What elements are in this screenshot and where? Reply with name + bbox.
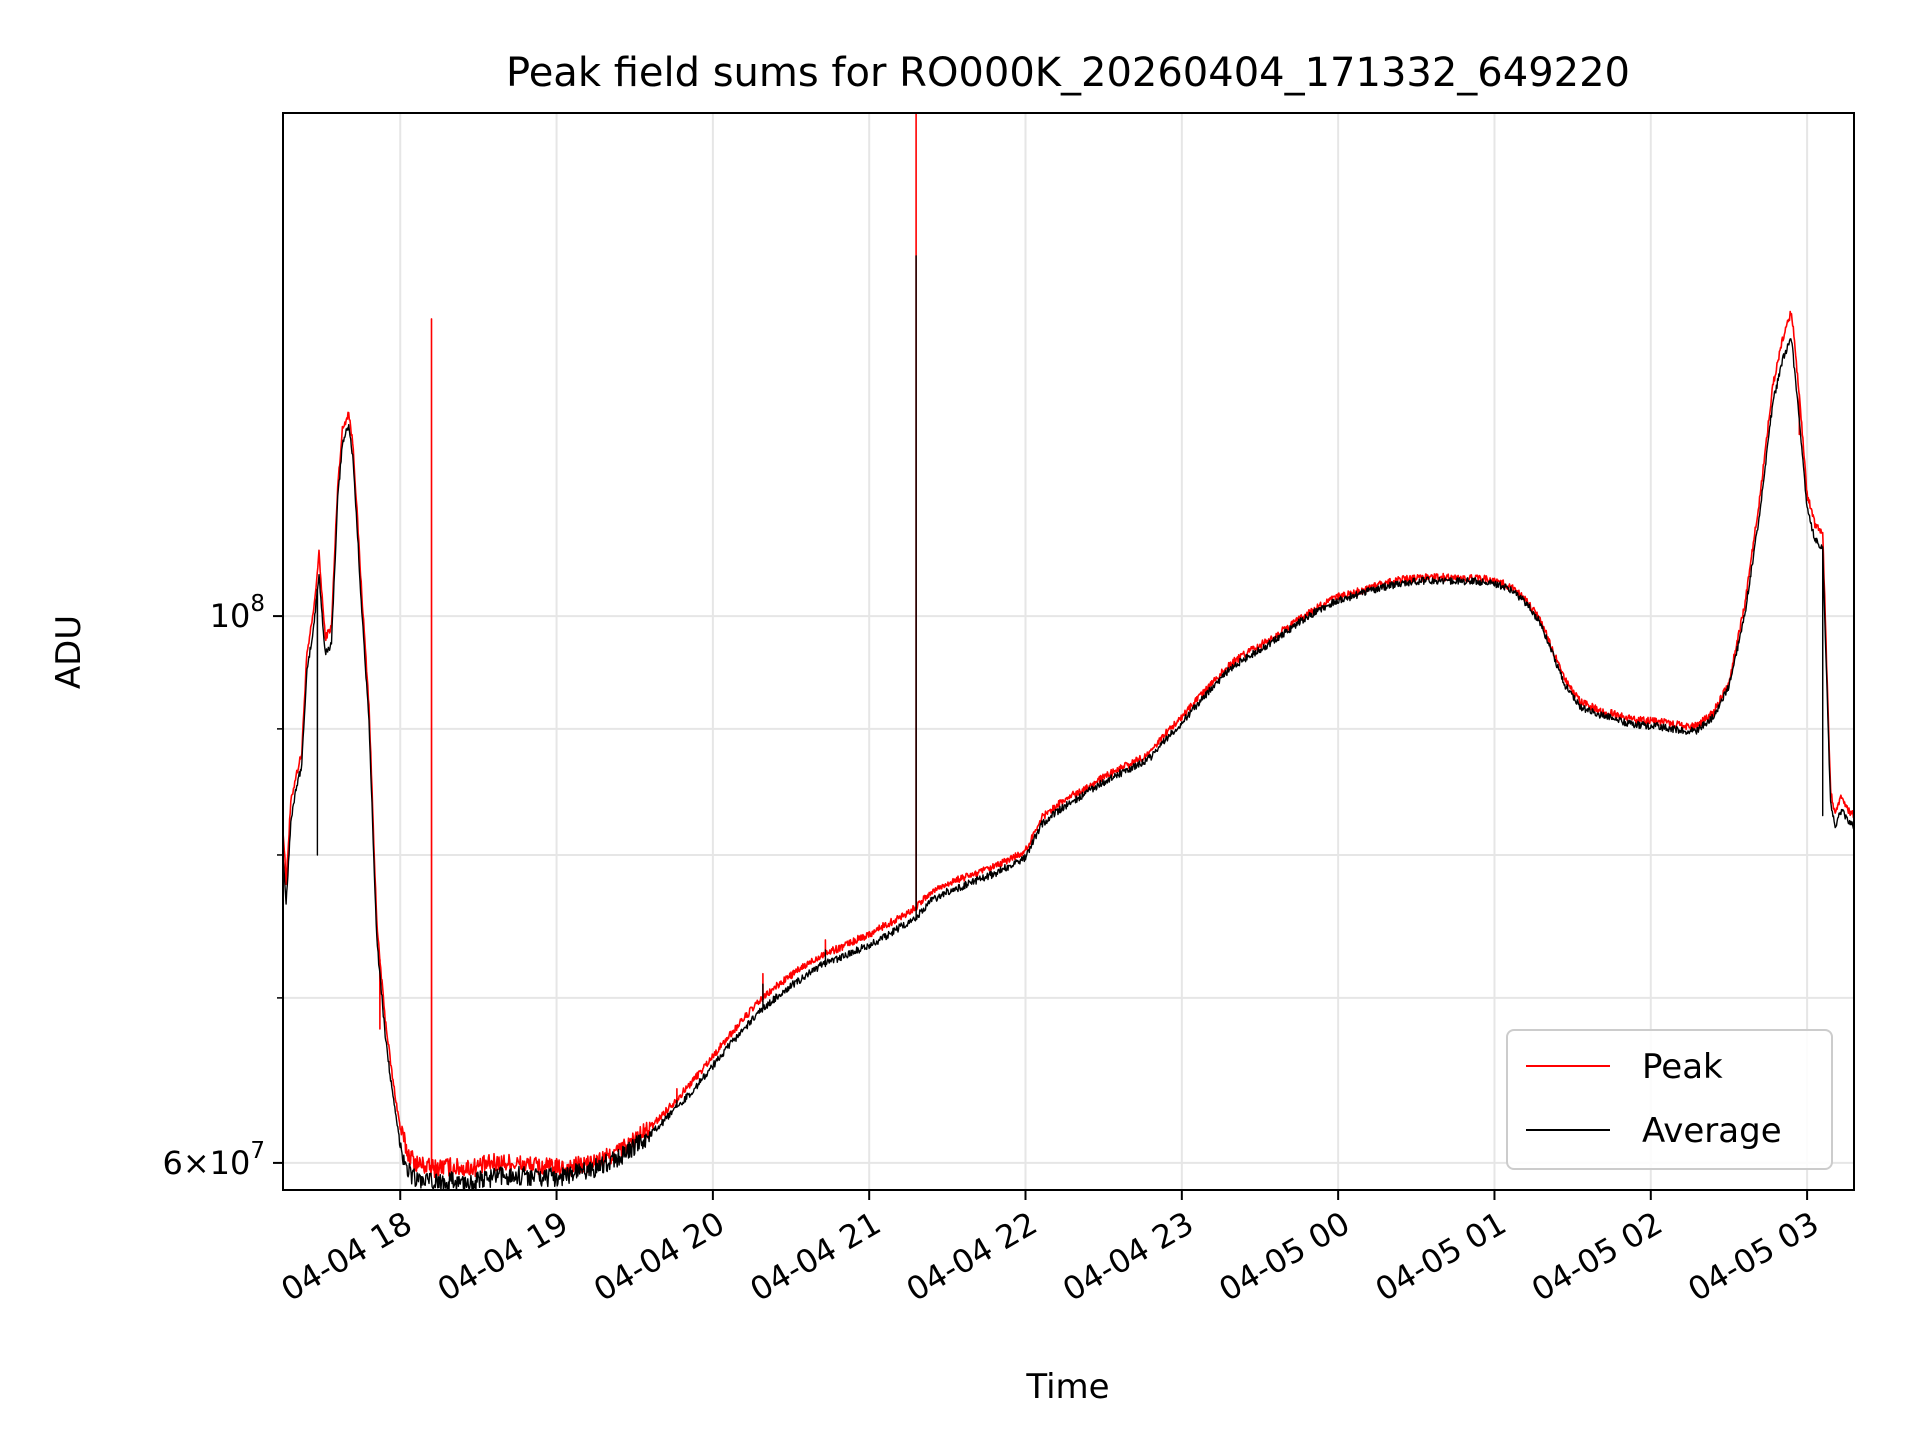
y-tick-label-1: 6×107 xyxy=(162,1138,265,1182)
legend-box xyxy=(1506,1029,1833,1170)
legend: Peak Average xyxy=(1506,1029,1833,1170)
legend-label-average: Average xyxy=(1642,1111,1782,1151)
gridlines xyxy=(283,113,1854,1190)
chart-title: Peak field sums for RO000K_20260404_1713… xyxy=(506,50,1630,96)
plot-frame xyxy=(282,112,1855,1191)
series-line-peak xyxy=(283,113,1854,1179)
series-layer xyxy=(283,113,1854,1190)
legend-label-peak: Peak xyxy=(1642,1047,1723,1087)
series-line-average xyxy=(283,255,1854,1190)
y-axis-label: ADU xyxy=(49,615,89,689)
x-axis-label: Time xyxy=(1025,1367,1109,1407)
